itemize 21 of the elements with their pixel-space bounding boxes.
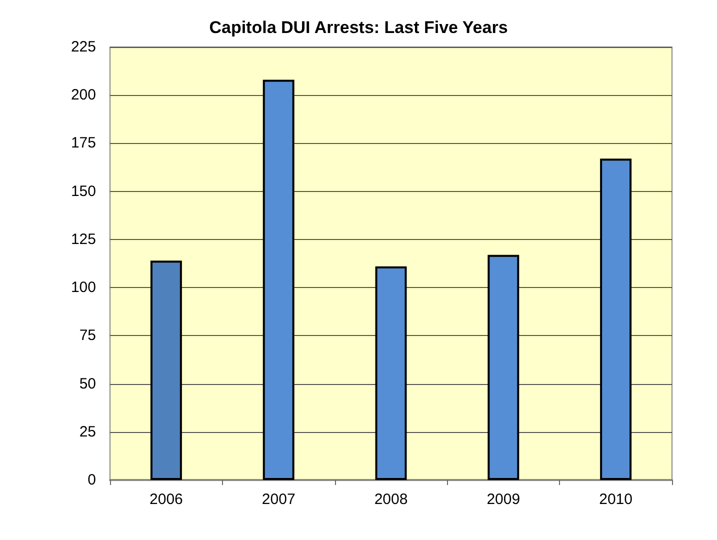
y-tick-label: 0 bbox=[88, 472, 96, 488]
x-tick-label: 2009 bbox=[486, 491, 520, 508]
x-tick-label: 2006 bbox=[150, 491, 183, 508]
x-tick-label: 2008 bbox=[374, 491, 408, 508]
bar bbox=[600, 158, 632, 480]
y-tick-label: 175 bbox=[70, 134, 96, 152]
bar bbox=[262, 80, 294, 480]
y-tick-label: 100 bbox=[70, 279, 96, 296]
y-tick-label: 75 bbox=[79, 327, 96, 344]
y-tick-label: 25 bbox=[79, 423, 96, 440]
x-tick-label: 2010 bbox=[599, 491, 632, 508]
y-tick-label: 200 bbox=[70, 86, 96, 104]
bar bbox=[375, 266, 407, 480]
x-tick-label: 2007 bbox=[262, 491, 296, 508]
y-tick-label: 125 bbox=[70, 230, 96, 248]
y-tick-label: 50 bbox=[79, 375, 96, 392]
y-tick-label: 225 bbox=[70, 38, 96, 56]
chart-title: Capitola DUI Arrests: Last Five Years bbox=[209, 18, 508, 37]
bar bbox=[488, 254, 520, 480]
bar bbox=[150, 260, 182, 480]
y-tick-label: 150 bbox=[70, 182, 96, 200]
